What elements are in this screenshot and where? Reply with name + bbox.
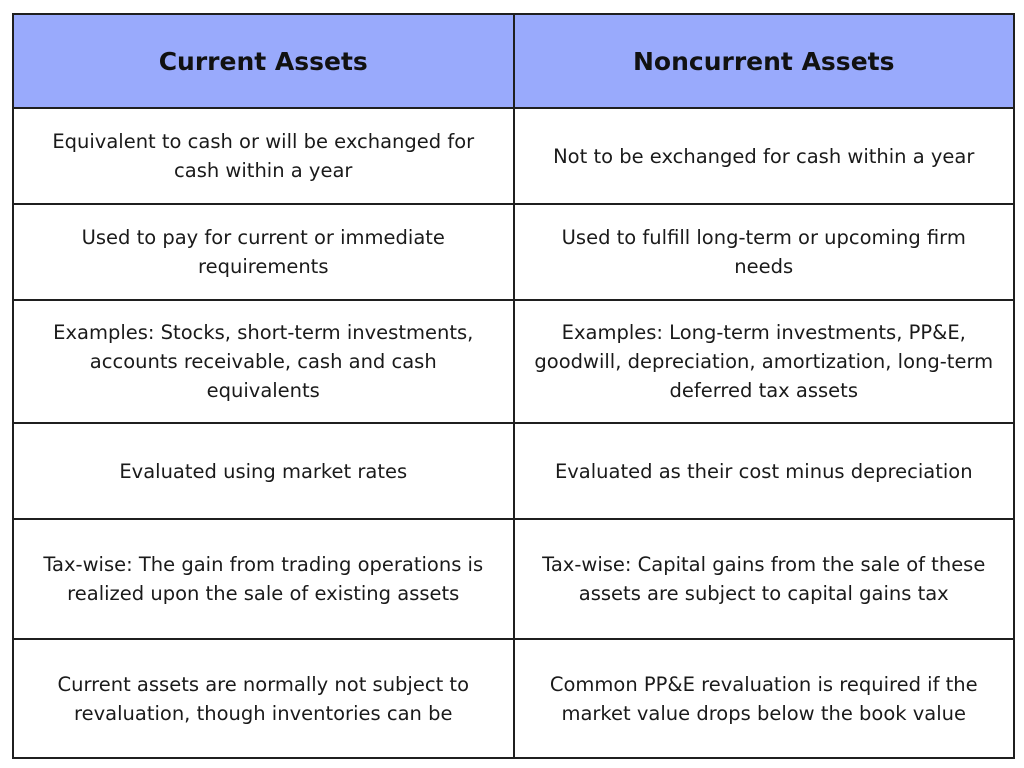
table-cell-current: Used to pay for current or immediate req… <box>12 203 515 301</box>
table-row: Current assets are normally not subject … <box>12 638 1015 759</box>
header-noncurrent-assets: Noncurrent Assets <box>512 13 1015 109</box>
table-cell-current: Tax-wise: The gain from trading operatio… <box>12 518 515 640</box>
table-row: Tax-wise: The gain from trading operatio… <box>12 518 1015 640</box>
table-cell-noncurrent: Not to be exchanged for cash within a ye… <box>512 107 1015 205</box>
table-row: Examples: Stocks, short-term investments… <box>12 299 1015 424</box>
table-cell-current: Current assets are normally not subject … <box>12 638 515 759</box>
table-cell-current: Examples: Stocks, short-term investments… <box>12 299 515 424</box>
table-row: Equivalent to cash or will be exchanged … <box>12 107 1015 205</box>
table-cell-noncurrent: Examples: Long-term investments, PP&E, g… <box>512 299 1015 424</box>
table-cell-noncurrent: Evaluated as their cost minus depreciati… <box>512 422 1015 520</box>
table-cell-current: Equivalent to cash or will be exchanged … <box>12 107 515 205</box>
table-cell-noncurrent: Tax-wise: Capital gains from the sale of… <box>512 518 1015 640</box>
header-current-assets: Current Assets <box>12 13 515 109</box>
table-cell-current: Evaluated using market rates <box>12 422 515 520</box>
table-row: Evaluated using market rates Evaluated a… <box>12 422 1015 520</box>
assets-comparison-table: Current Assets Noncurrent Assets Equival… <box>12 13 1015 759</box>
table-cell-noncurrent: Used to fulfill long-term or upcoming fi… <box>512 203 1015 301</box>
table-row: Used to pay for current or immediate req… <box>12 203 1015 301</box>
header-row: Current Assets Noncurrent Assets <box>12 13 1015 109</box>
table-cell-noncurrent: Common PP&E revaluation is required if t… <box>512 638 1015 759</box>
